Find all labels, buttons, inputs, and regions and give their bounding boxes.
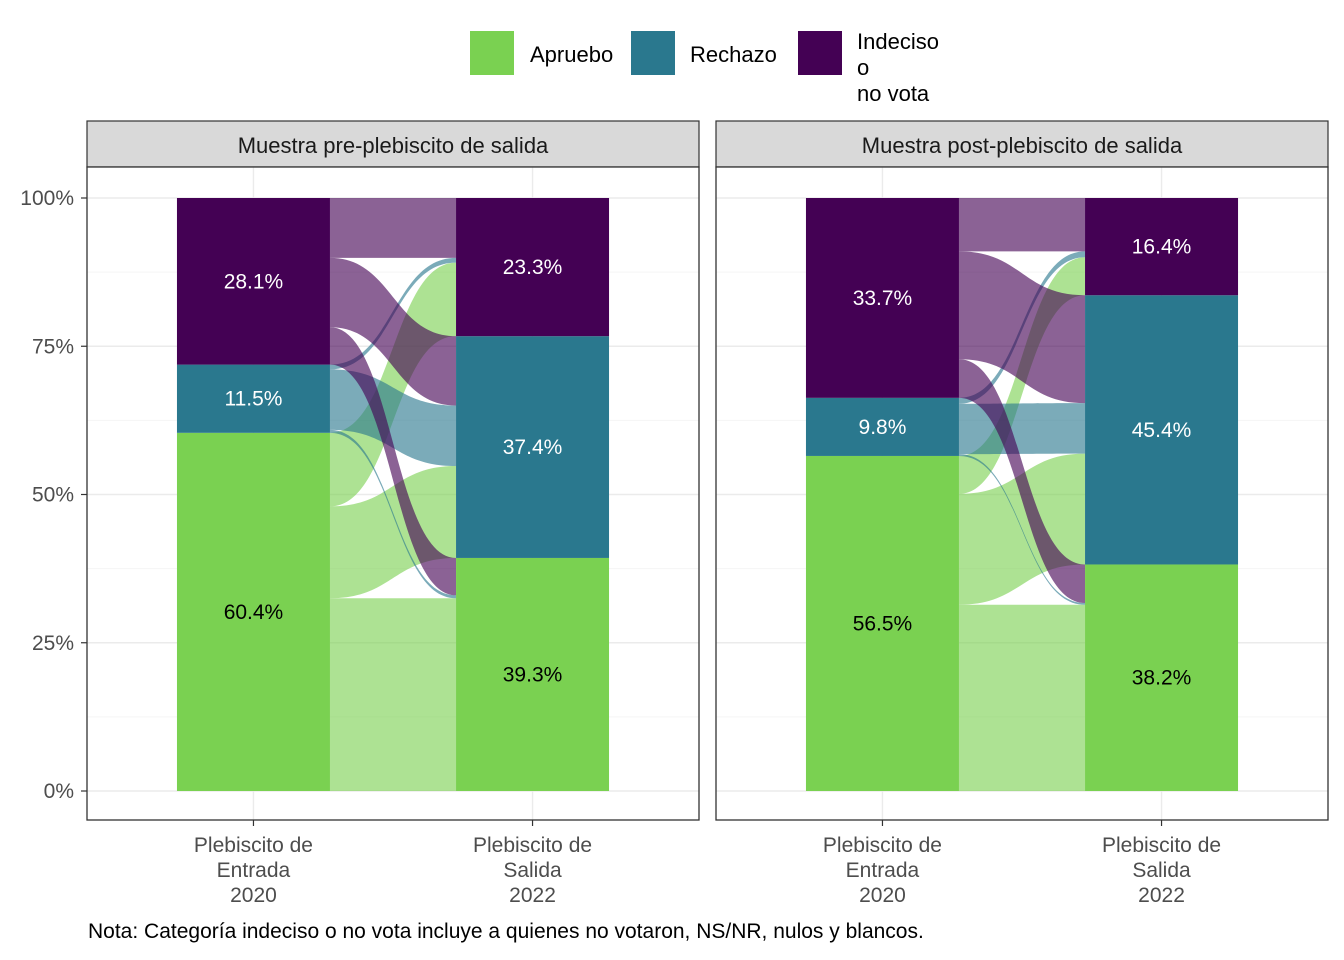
- flow-apruebo-to-apruebo: [329, 598, 457, 791]
- bar-salida-rechazo: [456, 336, 610, 558]
- bar-salida-indeciso: [456, 198, 610, 337]
- legend-swatch-indeciso: [798, 31, 842, 75]
- flow-apruebo-to-indeciso: [329, 262, 457, 507]
- flow-rechazo-to-rechazo: [958, 403, 1086, 455]
- bar-salida-apruebo: [456, 557, 610, 791]
- y-tick-label: 75%: [32, 335, 74, 358]
- y-tick-label: 50%: [32, 484, 74, 507]
- flow-indeciso-to-rechazo: [329, 257, 457, 406]
- x-tick-label: Plebiscito de: [1102, 834, 1221, 857]
- x-tick-label: Salida: [503, 859, 562, 882]
- y-tick-label: 100%: [20, 187, 74, 210]
- x-tick-label: Plebiscito de: [823, 834, 942, 857]
- flow-rechazo-to-rechazo: [329, 369, 457, 467]
- panel-2: Muestra post-plebiscito de salida 56.5% 9.…: [715, 120, 1329, 907]
- y-tick-label: 25%: [32, 632, 74, 655]
- bar-entrada-indeciso: [805, 198, 959, 398]
- bar-entrada-rechazo: [176, 364, 330, 433]
- data-label-salida-apruebo: 39.3%: [503, 663, 563, 686]
- panel-border: [86, 166, 700, 821]
- bar-salida-indeciso: [1085, 198, 1239, 296]
- data-label-entrada-indeciso: 33.7%: [853, 287, 913, 310]
- flow-indeciso-to-indeciso: [958, 198, 1086, 252]
- x-tick-label: Entrada: [846, 859, 920, 882]
- legend-swatch-rechazo: [631, 31, 675, 75]
- data-label-salida-rechazo: 37.4%: [503, 436, 563, 459]
- panel-1: Muestra pre-plebiscito de salida 60.4% 11.…: [86, 120, 700, 907]
- x-tick-label: Plebiscito de: [473, 834, 592, 857]
- panel-border: [715, 166, 1329, 821]
- legend-label-rechazo: Rechazo: [690, 42, 777, 67]
- x-tick-label: 2022: [509, 884, 556, 907]
- data-label-entrada-indeciso: 28.1%: [224, 270, 284, 293]
- x-tick-label: Entrada: [217, 859, 291, 882]
- data-label-entrada-apruebo: 56.5%: [853, 612, 913, 635]
- data-label-entrada-rechazo: 9.8%: [859, 416, 907, 439]
- bar-salida-rechazo: [1085, 295, 1239, 565]
- data-label-salida-indeciso: 23.3%: [503, 256, 563, 279]
- data-label-salida-rechazo: 45.4%: [1132, 419, 1192, 442]
- bar-entrada-apruebo: [805, 455, 959, 791]
- chart-note: Nota: Categoría indeciso o no vota inclu…: [88, 920, 924, 943]
- panel-title: Muestra post-plebiscito de salida: [862, 133, 1183, 158]
- flow-apruebo-to-apruebo: [958, 604, 1086, 791]
- panel-strip: [715, 120, 1329, 168]
- x-tick-label: 2020: [859, 884, 906, 907]
- flow-indeciso-to-apruebo: [958, 359, 1086, 604]
- x-tick-label: 2022: [1138, 884, 1185, 907]
- data-label-entrada-rechazo: 11.5%: [224, 388, 282, 411]
- legend-label-apruebo: Apruebo: [530, 42, 614, 67]
- bar-entrada-indeciso: [176, 198, 330, 365]
- flow-indeciso-to-apruebo: [329, 327, 457, 596]
- x-tick-label: 2020: [230, 884, 277, 907]
- panel-strip: [86, 120, 700, 168]
- flow-indeciso-to-rechazo: [958, 251, 1086, 404]
- bar-entrada-apruebo: [176, 432, 330, 791]
- flow-indeciso-to-indeciso: [329, 198, 457, 258]
- flow-rechazo-to-apruebo: [958, 454, 1086, 605]
- legend-swatch-apruebo: [470, 31, 514, 75]
- x-tick-label: Plebiscito de: [194, 834, 313, 857]
- data-label-salida-apruebo: 38.2%: [1132, 667, 1192, 690]
- panel-title: Muestra pre-plebiscito de salida: [238, 133, 549, 158]
- x-tick-label: Salida: [1132, 859, 1191, 882]
- flow-apruebo-to-rechazo: [329, 466, 457, 599]
- data-label-entrada-apruebo: 60.4%: [224, 601, 284, 624]
- data-label-salida-indeciso: 16.4%: [1132, 236, 1192, 259]
- y-tick-label: 0%: [44, 780, 74, 803]
- flow-rechazo-to-apruebo: [329, 429, 457, 599]
- bar-entrada-rechazo: [805, 397, 959, 456]
- bar-salida-apruebo: [1085, 564, 1239, 791]
- legend-label-indeciso: Indeciso o no vota: [857, 29, 939, 106]
